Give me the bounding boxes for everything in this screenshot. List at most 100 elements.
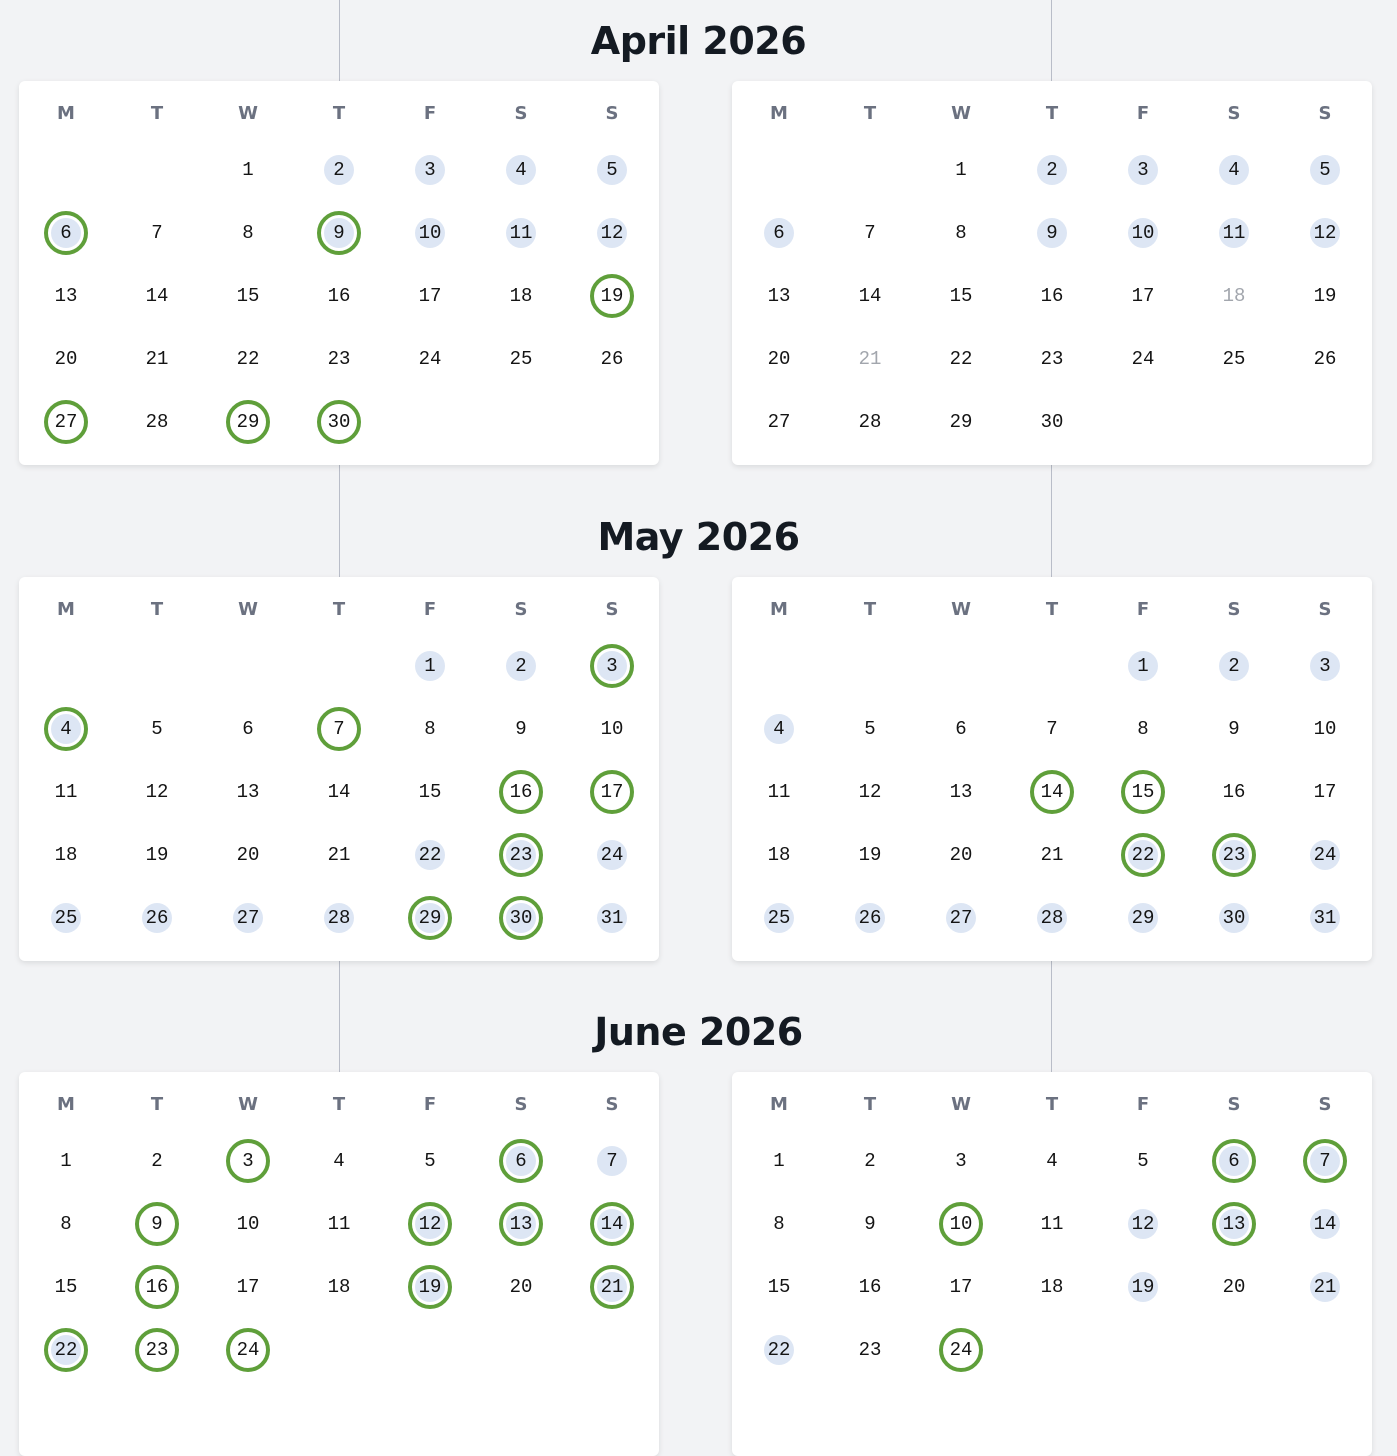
- day-cell[interactable]: 17: [1303, 770, 1347, 814]
- day-cell[interactable]: 8: [44, 1202, 88, 1246]
- day-cell[interactable]: 14: [848, 274, 892, 318]
- day-cell[interactable]: 23: [499, 833, 543, 877]
- day-cell[interactable]: 13: [757, 274, 801, 318]
- day-cell[interactable]: 13: [1212, 1202, 1256, 1246]
- day-cell[interactable]: 2: [499, 644, 543, 688]
- day-cell[interactable]: 28: [848, 400, 892, 444]
- day-cell[interactable]: 8: [226, 211, 270, 255]
- day-cell[interactable]: 11: [1030, 1202, 1074, 1246]
- day-cell[interactable]: 24: [408, 337, 452, 381]
- day-cell[interactable]: 12: [1121, 1202, 1165, 1246]
- day-cell[interactable]: 14: [317, 770, 361, 814]
- day-cell[interactable]: 2: [317, 148, 361, 192]
- day-cell[interactable]: 23: [135, 1328, 179, 1372]
- day-cell[interactable]: 12: [590, 211, 634, 255]
- day-cell[interactable]: 26: [590, 337, 634, 381]
- day-cell[interactable]: 31: [1303, 896, 1347, 940]
- day-cell[interactable]: 27: [757, 400, 801, 444]
- day-cell[interactable]: 2: [848, 1139, 892, 1183]
- day-cell[interactable]: 7: [1030, 707, 1074, 751]
- day-cell[interactable]: 13: [939, 770, 983, 814]
- day-cell[interactable]: 23: [1030, 337, 1074, 381]
- day-cell[interactable]: 21: [590, 1265, 634, 1309]
- day-cell[interactable]: 8: [408, 707, 452, 751]
- day-cell[interactable]: 9: [1212, 707, 1256, 751]
- day-cell[interactable]: 11: [317, 1202, 361, 1246]
- day-cell[interactable]: 8: [757, 1202, 801, 1246]
- day-cell[interactable]: 18: [757, 833, 801, 877]
- day-cell[interactable]: 15: [408, 770, 452, 814]
- day-cell[interactable]: 2: [135, 1139, 179, 1183]
- day-cell[interactable]: 21: [135, 337, 179, 381]
- day-cell[interactable]: 6: [757, 211, 801, 255]
- day-cell[interactable]: 24: [939, 1328, 983, 1372]
- day-cell[interactable]: 1: [939, 148, 983, 192]
- day-cell[interactable]: 7: [317, 707, 361, 751]
- day-cell[interactable]: 17: [1121, 274, 1165, 318]
- day-cell[interactable]: 4: [757, 707, 801, 751]
- day-cell[interactable]: 30: [499, 896, 543, 940]
- day-cell[interactable]: 14: [1303, 1202, 1347, 1246]
- day-cell[interactable]: 12: [135, 770, 179, 814]
- day-cell[interactable]: 23: [848, 1328, 892, 1372]
- day-cell[interactable]: 21: [1030, 833, 1074, 877]
- day-cell[interactable]: 3: [1303, 644, 1347, 688]
- day-cell[interactable]: 21: [317, 833, 361, 877]
- day-cell[interactable]: 17: [226, 1265, 270, 1309]
- day-cell[interactable]: 24: [590, 833, 634, 877]
- day-cell[interactable]: 8: [939, 211, 983, 255]
- day-cell[interactable]: 14: [135, 274, 179, 318]
- day-cell[interactable]: 18: [44, 833, 88, 877]
- day-cell[interactable]: 21: [848, 337, 892, 381]
- day-cell[interactable]: 9: [135, 1202, 179, 1246]
- day-cell[interactable]: 19: [848, 833, 892, 877]
- day-cell[interactable]: 27: [44, 400, 88, 444]
- day-cell[interactable]: 14: [590, 1202, 634, 1246]
- day-cell[interactable]: 10: [939, 1202, 983, 1246]
- day-cell[interactable]: 27: [939, 896, 983, 940]
- day-cell[interactable]: 24: [1303, 833, 1347, 877]
- day-cell[interactable]: 7: [1303, 1139, 1347, 1183]
- day-cell[interactable]: 30: [1030, 400, 1074, 444]
- day-cell[interactable]: 10: [1303, 707, 1347, 751]
- day-cell[interactable]: 19: [135, 833, 179, 877]
- day-cell[interactable]: 7: [848, 211, 892, 255]
- day-cell[interactable]: 18: [499, 274, 543, 318]
- day-cell[interactable]: 7: [590, 1139, 634, 1183]
- day-cell[interactable]: 29: [226, 400, 270, 444]
- day-cell[interactable]: 3: [408, 148, 452, 192]
- day-cell[interactable]: 3: [590, 644, 634, 688]
- day-cell[interactable]: 23: [317, 337, 361, 381]
- day-cell[interactable]: 22: [939, 337, 983, 381]
- day-cell[interactable]: 19: [408, 1265, 452, 1309]
- day-cell[interactable]: 16: [1030, 274, 1074, 318]
- day-cell[interactable]: 10: [1121, 211, 1165, 255]
- day-cell[interactable]: 15: [44, 1265, 88, 1309]
- day-cell[interactable]: 10: [408, 211, 452, 255]
- day-cell[interactable]: 16: [317, 274, 361, 318]
- day-cell[interactable]: 26: [135, 896, 179, 940]
- day-cell[interactable]: 15: [226, 274, 270, 318]
- day-cell[interactable]: 30: [317, 400, 361, 444]
- day-cell[interactable]: 14: [1030, 770, 1074, 814]
- day-cell[interactable]: 13: [44, 274, 88, 318]
- day-cell[interactable]: 20: [226, 833, 270, 877]
- day-cell[interactable]: 1: [44, 1139, 88, 1183]
- day-cell[interactable]: 7: [135, 211, 179, 255]
- day-cell[interactable]: 17: [939, 1265, 983, 1309]
- day-cell[interactable]: 13: [226, 770, 270, 814]
- day-cell[interactable]: 22: [226, 337, 270, 381]
- day-cell[interactable]: 24: [1121, 337, 1165, 381]
- day-cell[interactable]: 15: [939, 274, 983, 318]
- day-cell[interactable]: 22: [757, 1328, 801, 1372]
- day-cell[interactable]: 22: [44, 1328, 88, 1372]
- day-cell[interactable]: 4: [44, 707, 88, 751]
- day-cell[interactable]: 27: [226, 896, 270, 940]
- day-cell[interactable]: 16: [848, 1265, 892, 1309]
- day-cell[interactable]: 25: [499, 337, 543, 381]
- day-cell[interactable]: 1: [757, 1139, 801, 1183]
- day-cell[interactable]: 8: [1121, 707, 1165, 751]
- day-cell[interactable]: 18: [1030, 1265, 1074, 1309]
- day-cell[interactable]: 3: [939, 1139, 983, 1183]
- day-cell[interactable]: 15: [757, 1265, 801, 1309]
